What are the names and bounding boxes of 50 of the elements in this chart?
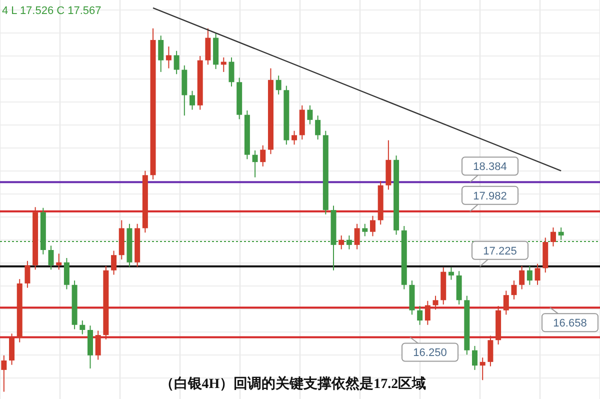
ref-line-label: 18.384 — [473, 161, 507, 174]
candlestick — [315, 115, 321, 140]
ref-line-label: 16.658 — [553, 318, 587, 330]
candlestick — [472, 345, 478, 370]
ref-line-label: 17.225 — [483, 245, 517, 258]
candlestick — [354, 223, 360, 250]
ref-label: 18.384 — [462, 156, 518, 183]
candlestick — [417, 305, 423, 326]
candlestick — [432, 295, 438, 310]
candlestick — [488, 335, 494, 367]
candlestick — [503, 290, 509, 316]
candlestick — [260, 144, 266, 167]
candlestick — [174, 50, 180, 75]
candlestick — [480, 357, 486, 381]
candlestick — [64, 258, 70, 290]
candlestick — [550, 226, 556, 247]
ref-label: 17.982 — [462, 186, 518, 212]
candlestick — [252, 150, 258, 178]
candlestick — [511, 280, 517, 300]
candlestick — [111, 250, 117, 276]
candlestick — [370, 215, 376, 237]
candlestick — [534, 263, 540, 286]
ref-line-label: 16.250 — [413, 347, 447, 360]
candlestick — [48, 245, 54, 270]
ref-label: 16.658 — [542, 307, 598, 332]
candlestick — [56, 253, 62, 270]
candlestick — [80, 320, 86, 335]
annotation: （白银4H）回调的关键支撑依然是17.2区域 — [160, 375, 426, 392]
candlestick — [424, 300, 430, 326]
candlestick — [9, 333, 15, 366]
ref-label: 17.225 — [472, 240, 528, 267]
candlestick — [307, 104, 313, 125]
candlestick — [276, 75, 282, 95]
candlestick — [338, 234, 344, 250]
annotation: 4 L 17.526 C 17.567 — [2, 5, 102, 17]
candlestick — [292, 130, 298, 146]
candlestick — [95, 330, 101, 360]
candlestick — [1, 354, 7, 392]
candlestick — [205, 28, 211, 66]
candlestick — [190, 90, 196, 110]
ref-line-label: 17.982 — [473, 190, 507, 202]
candlestick — [362, 223, 368, 237]
candlestick — [166, 46, 172, 69]
candlestick — [448, 266, 454, 280]
ref-label: 16.250 — [402, 336, 458, 362]
candlestick — [158, 35, 164, 72]
candlestick — [519, 266, 525, 290]
candlestick — [228, 56, 234, 87]
candlestick — [24, 260, 30, 288]
candlestick — [526, 266, 532, 286]
